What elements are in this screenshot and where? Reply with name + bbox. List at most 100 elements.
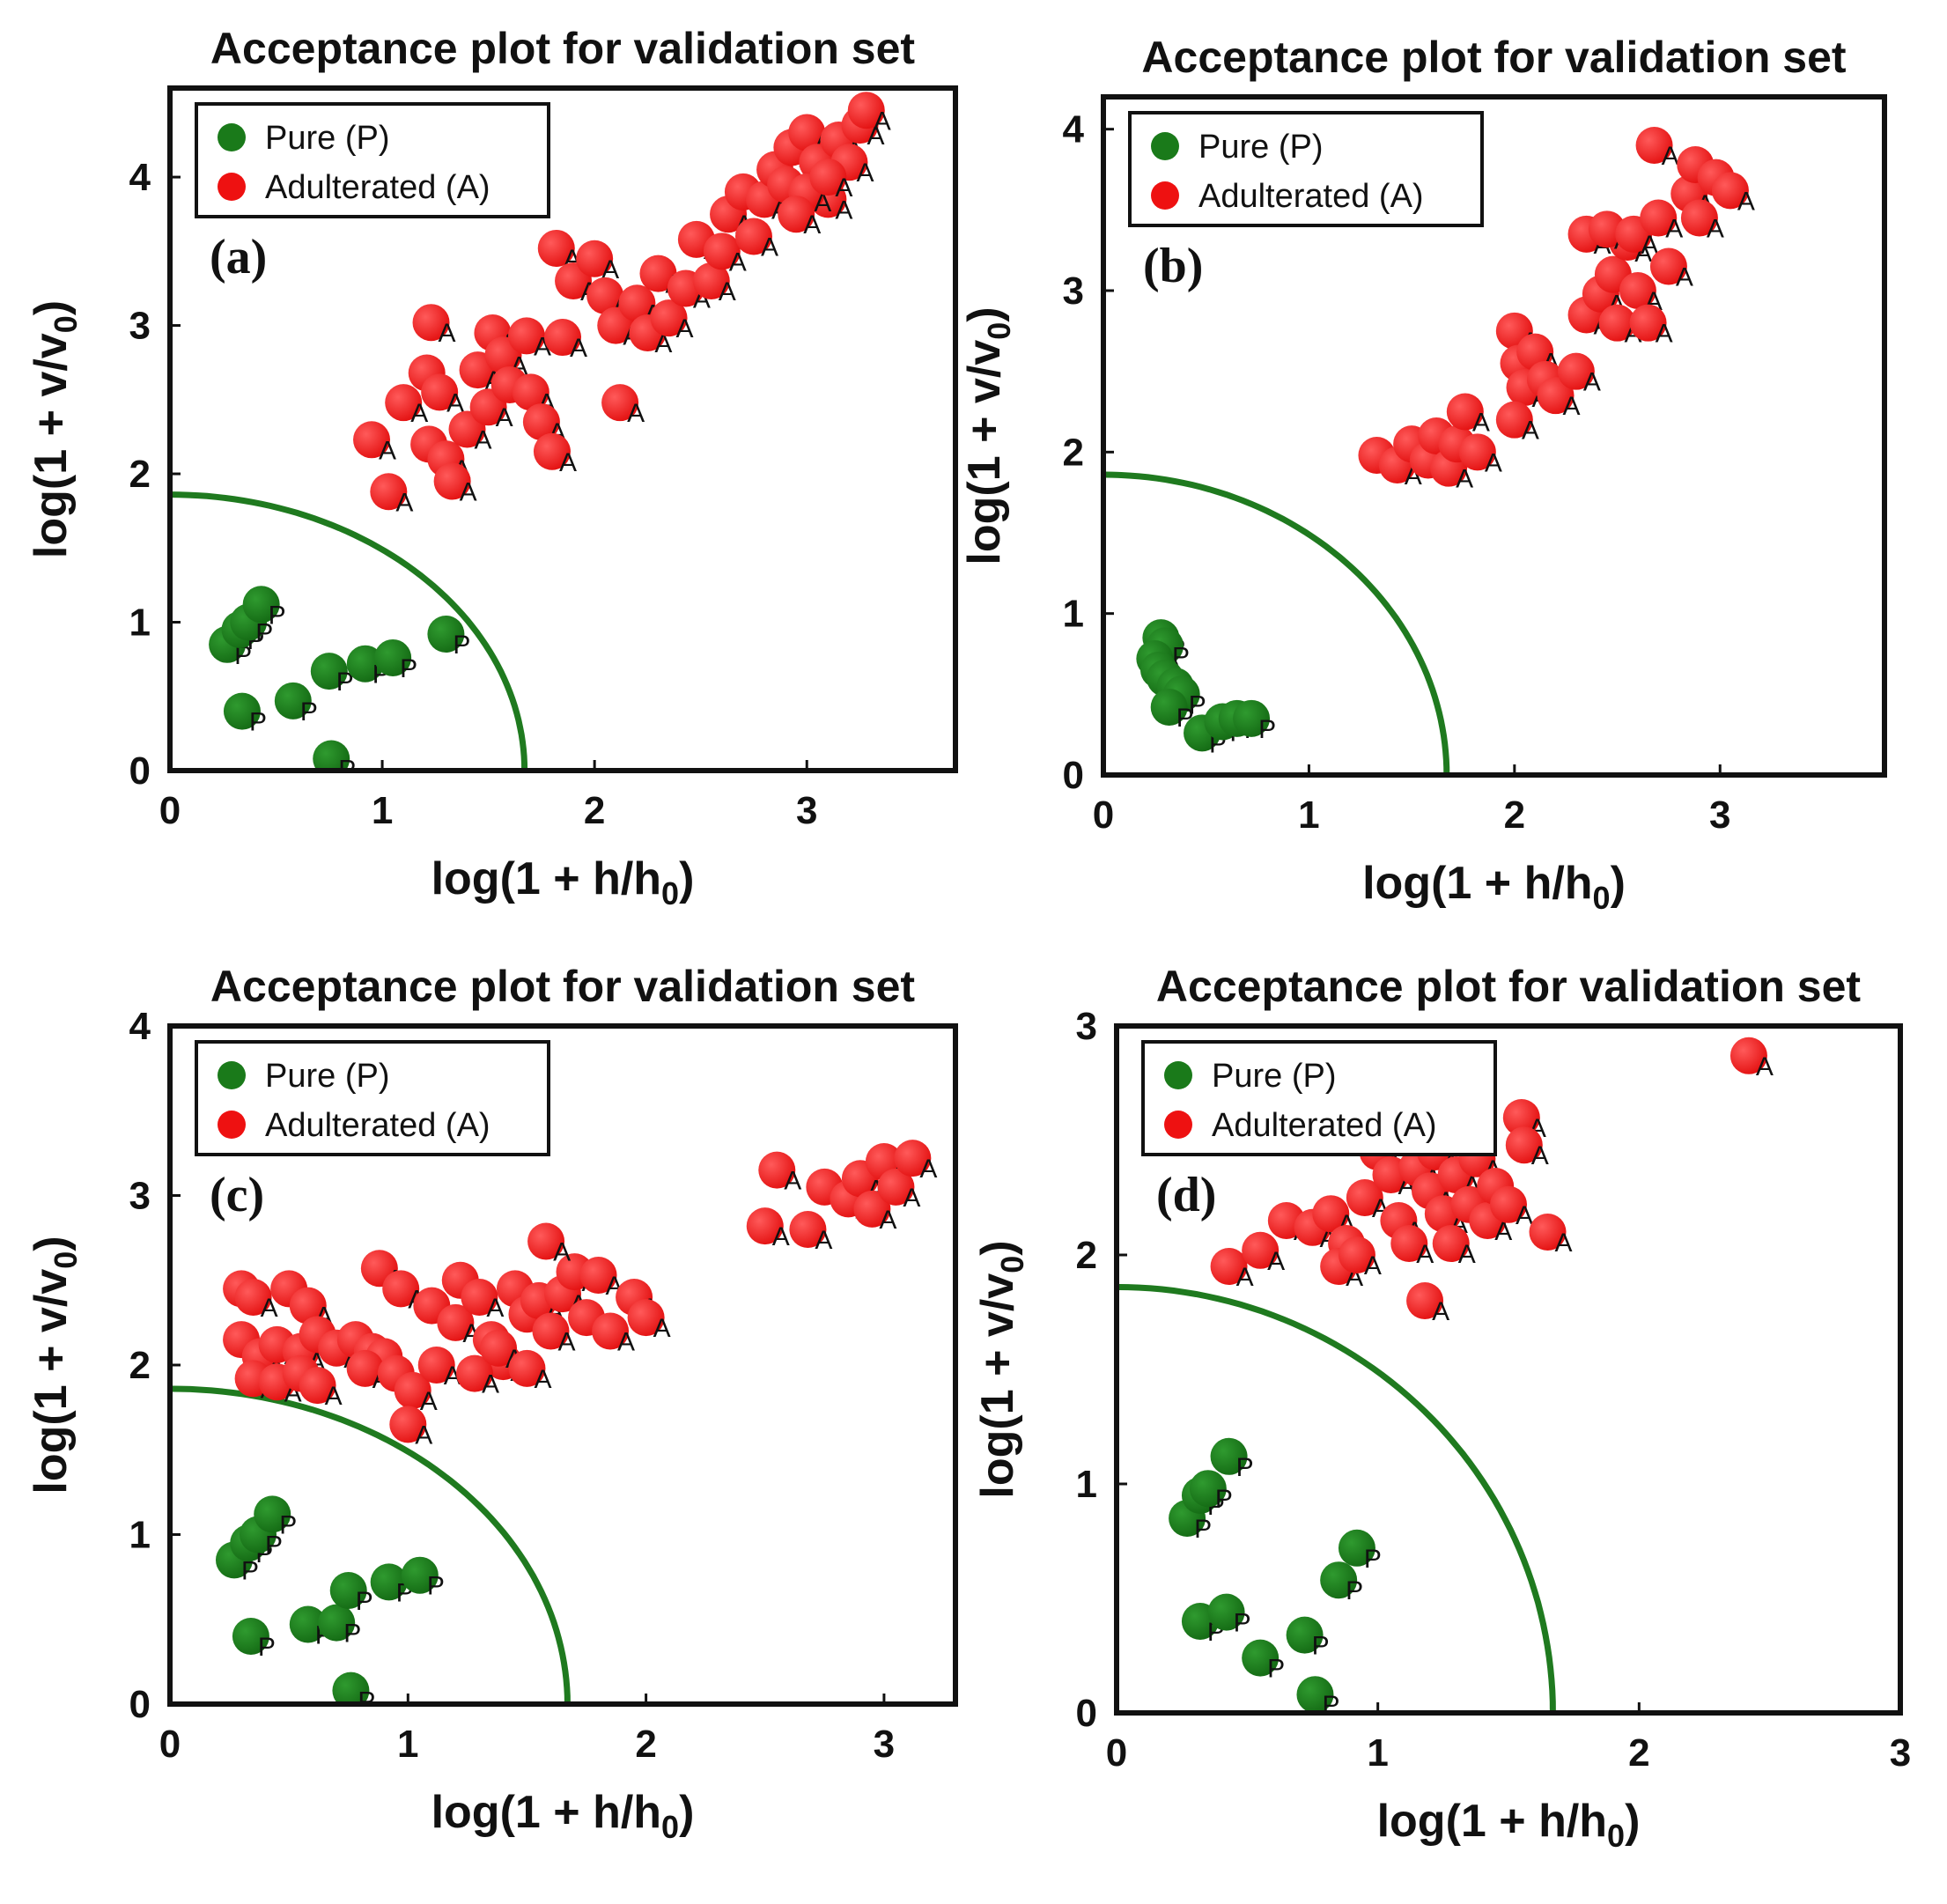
y-tick-label: 4 (129, 1005, 151, 1048)
x-tick-label: 1 (372, 789, 393, 832)
adulterated-point-label: A (1516, 1201, 1533, 1230)
x-tick-label: 2 (1504, 793, 1525, 837)
adulterated-point (421, 373, 459, 411)
adulterated-point (758, 1151, 796, 1189)
chart-title-a: Acceptance plot for validation set (210, 24, 916, 73)
adulterated-point (746, 1207, 784, 1245)
adulterated-point (1729, 1037, 1767, 1074)
pure-point-label: P (358, 1687, 375, 1716)
x-tick-label: 2 (584, 789, 605, 832)
adulterated-point (382, 1270, 420, 1308)
pure-point-label: P (1346, 1576, 1363, 1605)
adulterated-point (579, 1256, 617, 1294)
legend-pure-label: Pure (P) (1212, 1058, 1336, 1095)
adulterated-point-label: A (1236, 1263, 1254, 1292)
x-tick-label: 3 (874, 1723, 895, 1766)
adulterated-point (734, 218, 772, 255)
adulterated-point (1619, 272, 1656, 309)
chart-title-b: Acceptance plot for validation set (1141, 33, 1847, 82)
adulterated-point-label: A (1458, 1240, 1476, 1269)
adulterated-point-label: A (446, 388, 464, 417)
legend-c: Pure (P) Adulterated (A) (195, 1040, 550, 1156)
adulterated-point (778, 196, 815, 233)
x-tick-label: 0 (1093, 793, 1114, 837)
pure-point (427, 616, 465, 653)
pure-point (289, 1605, 327, 1643)
pure-point-label: P (258, 1633, 276, 1662)
pure-point-label: P (453, 631, 470, 660)
pure-point (1286, 1616, 1324, 1654)
adulterated-point-label: A (1707, 215, 1724, 244)
adulterated-point (1635, 127, 1673, 164)
legend-pure-label: Pure (P) (1198, 129, 1323, 166)
adulterated-point-label: A (1676, 263, 1693, 292)
pure-point (1150, 689, 1188, 726)
adulterated-point-label: A (482, 1370, 499, 1399)
pure-point-label: P (1189, 690, 1206, 720)
adulterated-point-label: A (784, 1167, 801, 1196)
adulterated-point (461, 1279, 498, 1316)
y-tick-label: 2 (129, 1344, 151, 1387)
adulterated-point-label: A (654, 329, 672, 358)
pure-point (1207, 1593, 1245, 1631)
adulterated-point-label: A (1522, 417, 1539, 446)
adulterated-point (527, 1222, 565, 1260)
adulterated-point (1505, 1126, 1543, 1164)
x-axis-label-c: log(1 + h/h0) (431, 1787, 695, 1845)
x-tick-label: 0 (1106, 1731, 1127, 1775)
adulterated-point-label: A (1364, 1251, 1382, 1280)
acceptance-boundary-curve (173, 491, 528, 768)
adulterated-point-label: A (1656, 320, 1673, 349)
adulterated-point-label: A (729, 247, 747, 277)
y-tick-label: 2 (1076, 1234, 1097, 1277)
pure-point (313, 740, 350, 768)
adulterated-point (1598, 304, 1636, 342)
x-tick-label: 2 (1628, 1731, 1649, 1775)
acceptance-boundary-curve (1106, 471, 1450, 772)
legend-pure-marker (218, 123, 246, 151)
pure-point-label: P (1322, 1691, 1339, 1720)
adulterated-point (370, 473, 408, 511)
adulterated-point-label: A (379, 436, 396, 465)
panel-a: Acceptance plot for validation set 0 1 2 3 0 1… (26, 24, 958, 911)
pure-point-label: P (336, 668, 354, 697)
adulterated-point-label: A (1267, 1247, 1285, 1276)
pure-point (223, 692, 261, 730)
chart-title-c: Acceptance plot for validation set (210, 962, 916, 1011)
adulterated-point (847, 92, 885, 129)
pure-point-label: P (1267, 1655, 1285, 1684)
adulterated-point-label: A (879, 1206, 896, 1235)
legend-box (1128, 111, 1484, 227)
adulterated-point-label: A (557, 1328, 575, 1357)
y-tick-label: 0 (1076, 1692, 1097, 1735)
adulterated-point (508, 317, 546, 355)
adulterated-point-label: A (772, 1222, 790, 1251)
pure-point (346, 645, 384, 683)
pure-point-label: P (234, 641, 252, 670)
y-tick-label: 4 (1063, 108, 1085, 151)
pure-point-label: P (265, 1531, 283, 1561)
adulterated-point-label: A (439, 319, 456, 348)
adulterated-point-label: A (486, 1294, 504, 1323)
adulterated-point (1629, 304, 1667, 342)
adulterated-point-label: A (1485, 448, 1502, 477)
pure-point-label: P (1258, 715, 1276, 744)
x-axis-label-d: log(1 + h/h0) (1377, 1796, 1641, 1854)
acceptance-boundary-curve (1119, 1283, 1556, 1710)
adulterated-point-label: A (815, 1226, 832, 1255)
legend-pure-marker (1151, 132, 1179, 160)
adulterated-point (537, 229, 575, 267)
pure-point (242, 586, 280, 624)
legend-adulterated-marker (1151, 181, 1179, 210)
adulterated-point-label: A (325, 1382, 343, 1411)
pure-point (274, 682, 312, 720)
y-axis-label-a: log(1 + v/v0) (26, 300, 84, 558)
adulterated-point (877, 1168, 915, 1206)
legend-pure-marker (1164, 1061, 1192, 1089)
pure-point (1189, 1470, 1227, 1508)
x-tick-label: 3 (1709, 793, 1730, 837)
legend-adulterated-label: Adulterated (A) (265, 169, 490, 206)
pure-point (1233, 699, 1271, 737)
adulterated-point (1446, 393, 1484, 431)
pure-point-label: P (1215, 1485, 1233, 1514)
